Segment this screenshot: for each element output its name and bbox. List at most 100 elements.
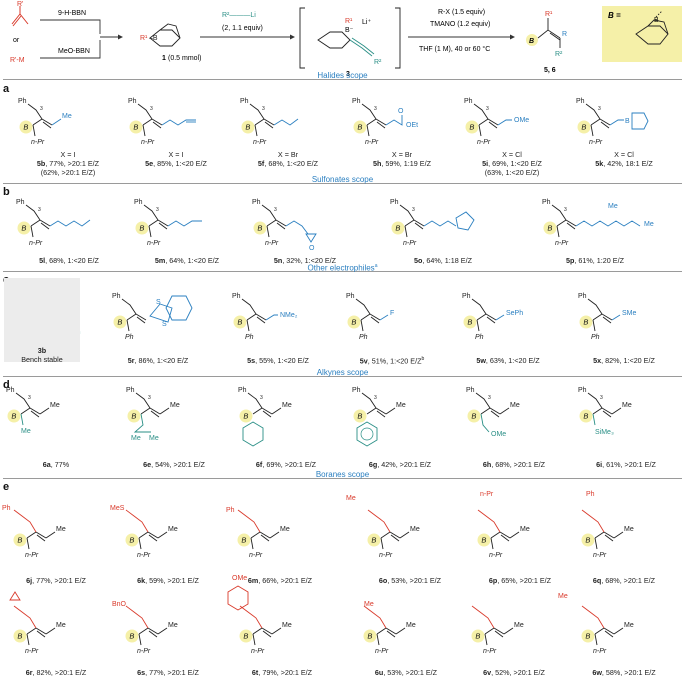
me-bond-6o [399,531,410,539]
compound-caption-5l: 5l, 68%, 1:<20 E/Z [39,256,99,265]
bottom-label-6v: n-Pr [483,648,497,655]
arm-bottom-5b [32,124,36,137]
bond-b-5n [266,219,277,227]
arm-bottom-6t [252,633,256,646]
r1-chain-6k [125,509,149,533]
bond-b-5p [556,219,567,227]
me-bond-6f [271,407,282,415]
compound-caption-6p: 6p, 65%, >20:1 E/Z [488,576,552,585]
top-label-5n: Ph [252,199,261,206]
double-bond-5s [255,313,267,321]
nme2-5s: NMe₂ [280,312,298,319]
section-title-other: Other electrophilesa [307,263,378,273]
bpin-ring-5k [631,112,649,130]
arrow-head-1 [118,34,123,40]
double-bond-5o [413,219,425,227]
b-atom-5r: B [117,318,122,327]
double-bond-5l [39,219,51,227]
arm-top-5p [551,204,567,221]
compound-caption-5m: 5m, 64%, 1:<20 E/Z [154,256,220,265]
epoxide-o-5n: O [309,245,315,252]
bottom-label-6o: n-Pr [379,552,393,559]
sme-5x: SMe [622,310,637,317]
b-atom-6v: B [475,632,480,641]
me-bond-6m [269,531,280,539]
compound-caption-5r: 5r, 86%, 1:<20 E/Z [127,356,189,365]
double-bond-6f [261,407,273,415]
bond-b-6v [484,627,495,635]
compound-caption-6o: 6o, 53%, >20:1 E/Z [378,576,442,585]
b-label-1: –B [149,35,158,42]
cond-rx: R-X (1.5 equiv) [438,9,485,16]
me1-5p: Me [608,203,618,210]
double-bond2-6a [30,410,40,418]
borinane-amount: (0.5 mmol) [168,55,201,62]
double-bond2-6f [262,410,272,418]
reagent-9hbbn: 9-H-BBN [58,10,86,17]
benzo-ring-5r [165,295,193,321]
o-5h: O [398,108,404,115]
top-label-5x: Ph [578,293,587,300]
b-atom-6j: B [17,536,22,545]
sub3-6g: 3 [374,395,377,401]
b-atom-6h: B [471,412,476,421]
legend-b-label: B = [608,11,621,20]
ate-r2: R² [374,59,382,66]
b-highlight-5p [543,221,557,235]
borinane-number: 1 [162,55,166,62]
double-bond2-6i [602,410,612,418]
arm-bottom-6r [26,633,30,646]
compound-caption-5i: X = Cl 5i, 69%, 1:<20 E/Z (63%, 1:<20 E/… [482,150,542,177]
arrow-head-3 [510,34,515,40]
compound-caption-5f: X = Br 5f, 68%, 1:<20 E/Z [257,150,319,168]
double-bond-5e [151,118,163,126]
converging-lines [40,19,118,59]
chain-5k [609,119,624,126]
b-atom-5w: B [467,318,472,327]
product-r: R [562,31,567,38]
top-label-5w: Ph [462,293,471,300]
bond-b-6r [26,627,37,635]
double-bond2-6h [490,410,500,418]
rule-b [3,183,682,184]
compound-caption-5v: 5v, 51%, 1:<20 E/Zb [359,356,425,366]
bond-b-5o [404,219,415,227]
chain-5n [285,220,309,235]
r1-chain-6m [237,509,261,533]
double-bond-6g [375,407,387,415]
double-bond-5x [601,313,613,321]
r1-chain-6w [581,605,605,629]
section-letter-e: e [3,481,10,493]
double-bond2-6u [386,630,396,638]
compound-caption-6i: 6i, 61%, >20:1 E/Z [596,460,656,469]
me-bond-6t [271,627,282,635]
me-5b: Me [62,113,72,120]
arm-bottom-5s [246,319,250,332]
chain-5f [273,118,299,126]
compound-caption-5e: X = I 5e, 85%, 1:<20 E/Z [145,150,207,168]
bond-b-6h [480,407,491,415]
bond-b-6m [250,531,261,539]
b-atom-5i: B [469,123,474,132]
me-top-6u: Me [364,601,374,608]
me-6f: Me [282,402,292,409]
arm-top-5r [121,298,137,315]
b-atom-5x: B [583,318,588,327]
s1-5r: S [156,299,161,306]
top-label-5v: Ph [346,293,355,300]
bond-b-5h [366,118,377,126]
ate-r1: R¹ [345,18,353,25]
bond-b-6f [252,407,263,415]
b-highlight-6j [13,533,27,547]
r1-chain-6q [581,509,605,533]
sub3-5b: 3 [40,106,43,112]
bottom-label-5e: n-Pr [141,139,155,146]
me-6h: Me [510,402,520,409]
sub3-5f: 3 [262,106,265,112]
top-label-5o: Ph [390,199,399,206]
b-atom-6f: B [243,412,248,421]
b-atom-6a: B [11,412,16,421]
alkyne-reagent: R²———Li [222,12,256,19]
b-highlight-5k [577,120,591,134]
